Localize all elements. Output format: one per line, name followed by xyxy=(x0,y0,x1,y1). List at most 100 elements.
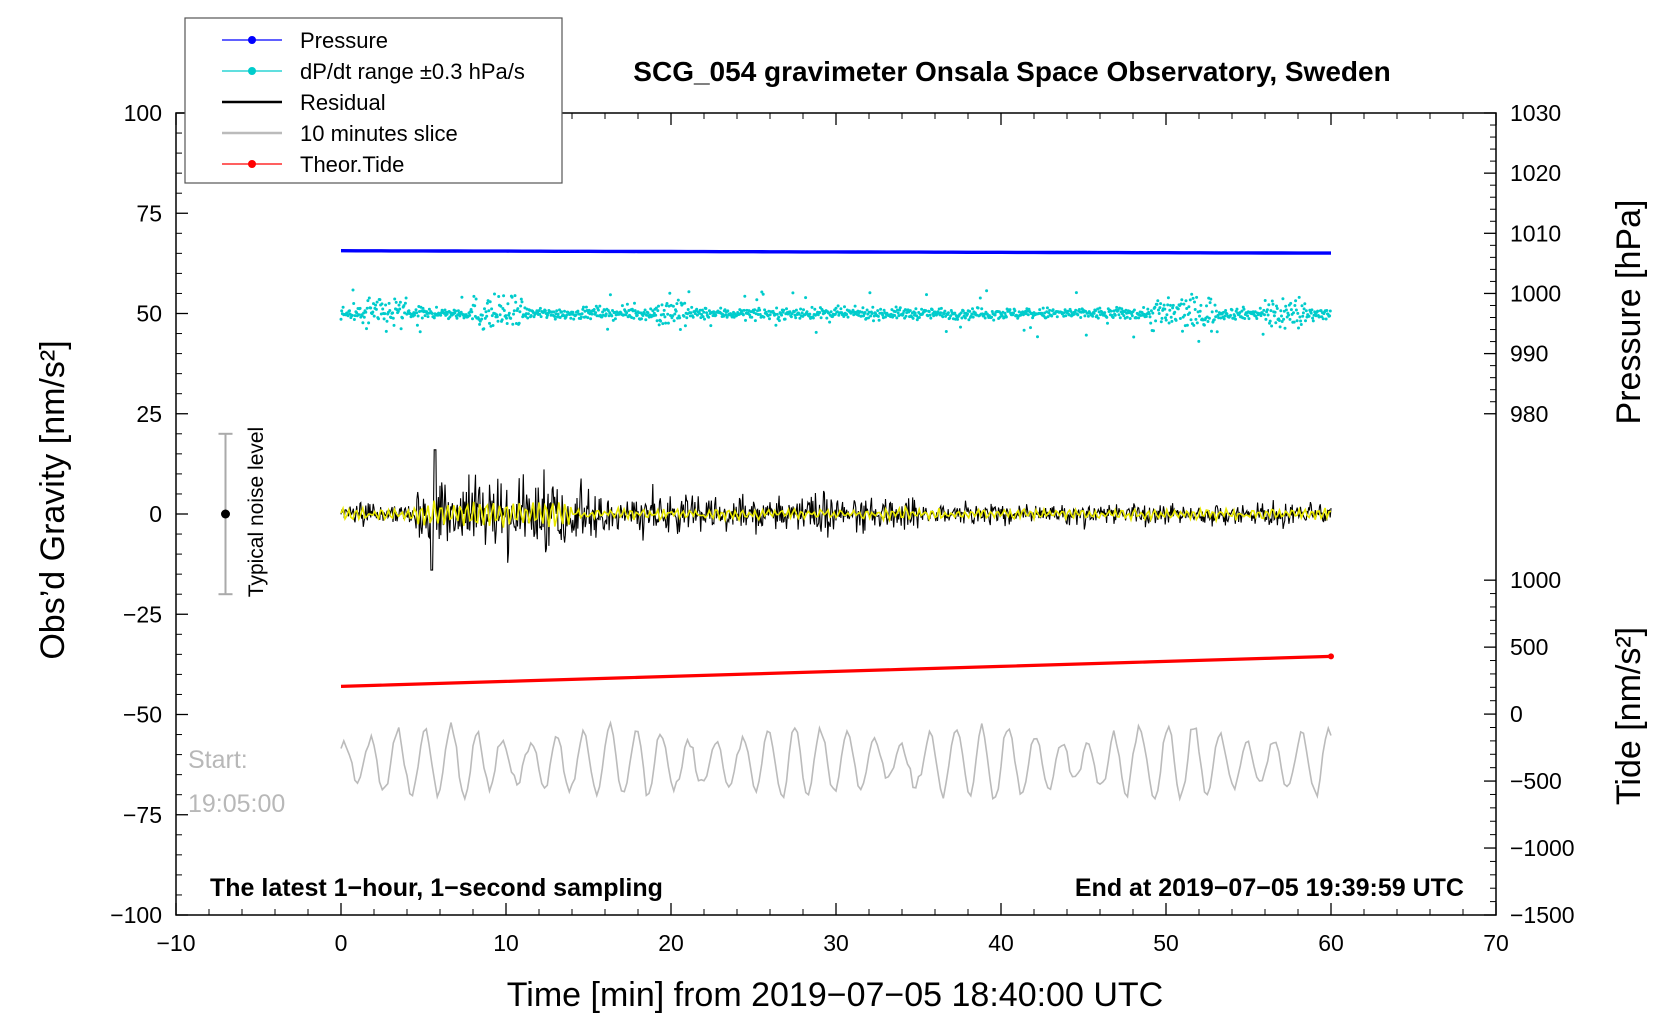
dpdt-point xyxy=(1137,316,1141,320)
dpdt-point xyxy=(1271,302,1275,306)
dpdt-point xyxy=(1274,321,1278,325)
dpdt-point xyxy=(471,317,474,321)
dpdt-point xyxy=(704,307,708,310)
dpdt-point xyxy=(960,316,964,320)
dpdt-point xyxy=(1076,313,1080,317)
dpdt-point xyxy=(1258,306,1262,310)
dpdt-point xyxy=(403,301,407,305)
dpdt-point xyxy=(725,315,729,319)
dpdt-point xyxy=(375,300,379,304)
dpdt-point xyxy=(1238,311,1242,315)
dpdt-point xyxy=(1193,300,1196,304)
dpdt-point xyxy=(1190,292,1194,296)
noise-bar-center xyxy=(221,509,230,519)
dpdt-point xyxy=(676,298,680,302)
dpdt-point xyxy=(943,309,947,313)
dpdt-point xyxy=(1170,319,1174,323)
dpdt-point xyxy=(1072,312,1076,316)
legend-label: dP/dt range ±0.3 hPa/s xyxy=(300,59,525,84)
dpdt-point xyxy=(1047,311,1051,315)
pressure-tick-label: 980 xyxy=(1510,401,1548,427)
dpdt-point xyxy=(1051,308,1055,312)
dpdt-point xyxy=(971,307,974,311)
dpdt-point xyxy=(895,316,899,320)
dpdt-point xyxy=(1167,321,1171,325)
dpdt-point xyxy=(377,317,380,321)
dpdt-point xyxy=(689,311,693,315)
dpdt-point xyxy=(1325,309,1329,312)
dpdt-point xyxy=(687,290,691,294)
dpdt-point xyxy=(504,314,508,318)
dpdt-point xyxy=(1206,320,1210,323)
dpdt-point xyxy=(1255,317,1259,320)
dpdt-point xyxy=(468,313,472,317)
dpdt-point xyxy=(553,317,557,321)
dpdt-point xyxy=(353,314,357,318)
pressure-tick-label: 1020 xyxy=(1510,160,1561,186)
legend-swatch-dot xyxy=(248,36,256,44)
dpdt-point xyxy=(1309,311,1313,315)
dpdt-point xyxy=(998,315,1002,319)
dpdt-point xyxy=(1298,315,1302,319)
dpdt-point xyxy=(507,311,511,315)
dpdt-point xyxy=(1038,308,1042,312)
dpdt-series-points xyxy=(339,288,1332,343)
note-left: The latest 1−hour, 1−second sampling xyxy=(210,874,663,902)
dpdt-point xyxy=(499,304,503,308)
dpdt-point xyxy=(993,313,997,317)
dpdt-point xyxy=(703,317,706,321)
dpdt-point xyxy=(1270,299,1274,303)
dpdt-point xyxy=(693,312,697,316)
tide-tick-label: −1000 xyxy=(1510,835,1575,861)
dpdt-point xyxy=(358,306,362,310)
dpdt-point xyxy=(785,307,788,311)
dpdt-point xyxy=(538,306,542,310)
dpdt-point xyxy=(606,309,610,312)
dpdt-point xyxy=(472,294,476,298)
dpdt-point xyxy=(381,307,385,311)
dpdt-point xyxy=(723,308,727,312)
dpdt-point xyxy=(1174,318,1178,322)
dpdt-point xyxy=(608,311,612,315)
dpdt-point xyxy=(867,310,871,314)
dpdt-point xyxy=(1205,304,1208,308)
tide-series-line xyxy=(340,654,1332,688)
dpdt-point xyxy=(596,308,600,312)
dpdt-point xyxy=(635,313,639,317)
dpdt-point xyxy=(861,306,865,310)
dpdt-point xyxy=(555,309,559,313)
dpdt-point xyxy=(1198,309,1202,313)
dpdt-point xyxy=(1064,314,1068,318)
dpdt-point xyxy=(789,315,793,319)
tide-tick-label: 500 xyxy=(1510,634,1548,660)
dpdt-point xyxy=(584,305,588,309)
dpdt-point xyxy=(674,309,678,313)
dpdt-point xyxy=(1240,309,1244,313)
dpdt-point xyxy=(364,310,368,314)
dpdt-point xyxy=(374,303,378,307)
dpdt-point xyxy=(1026,313,1030,317)
dpdt-point xyxy=(516,307,520,311)
dpdt-point xyxy=(611,309,614,312)
legend-label: 10 minutes slice xyxy=(300,121,458,146)
dpdt-point xyxy=(384,303,388,307)
dpdt-point xyxy=(790,312,794,316)
dpdt-point xyxy=(1159,320,1163,324)
dpdt-point xyxy=(1022,328,1026,332)
residual-series-line xyxy=(340,449,1332,571)
dpdt-point xyxy=(877,318,881,322)
dpdt-point xyxy=(372,314,376,318)
dpdt-point xyxy=(397,303,401,307)
dpdt-point xyxy=(845,312,849,316)
dpdt-point xyxy=(520,300,524,304)
dpdt-point xyxy=(435,305,438,309)
dpdt-point xyxy=(813,307,817,311)
dpdt-point xyxy=(378,298,382,302)
dpdt-point xyxy=(485,314,489,318)
dpdt-point xyxy=(1194,317,1198,321)
dpdt-point xyxy=(1289,301,1293,305)
dpdt-point xyxy=(1253,310,1257,314)
dpdt-point xyxy=(579,315,583,319)
dpdt-point xyxy=(1195,295,1199,299)
